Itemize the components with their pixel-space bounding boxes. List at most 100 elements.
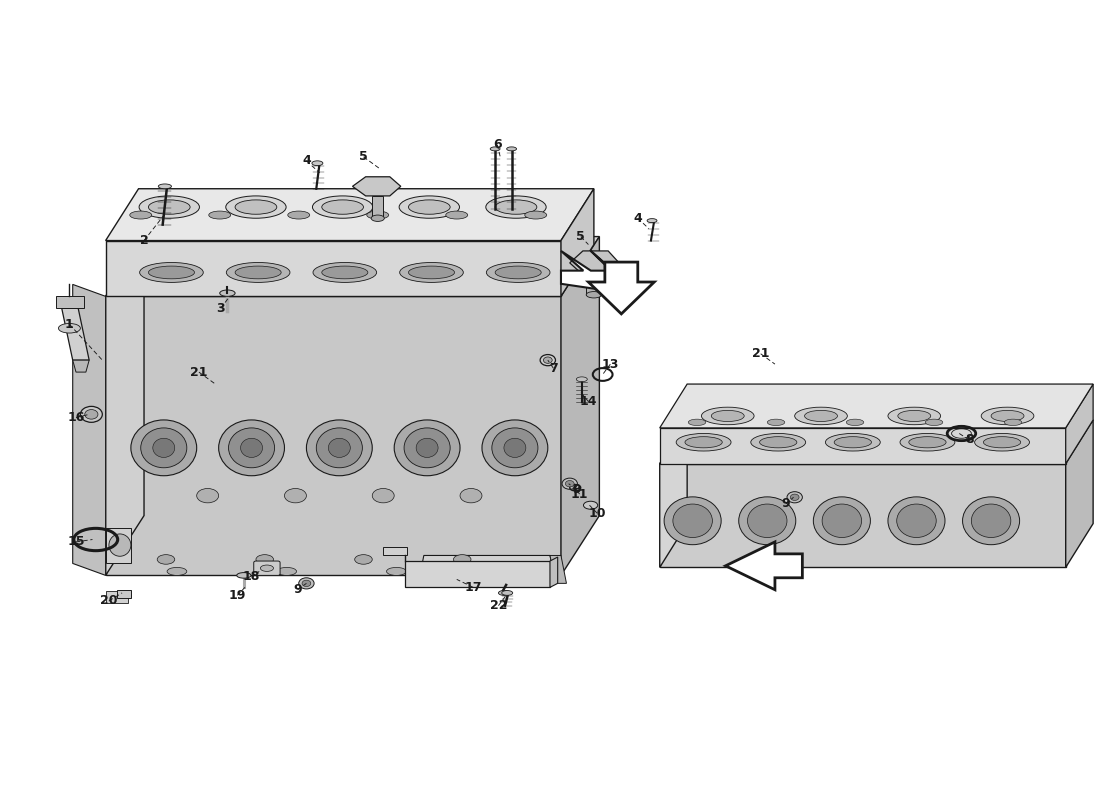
Ellipse shape bbox=[256, 554, 274, 564]
Ellipse shape bbox=[197, 489, 219, 503]
Ellipse shape bbox=[898, 410, 931, 422]
Text: 5: 5 bbox=[576, 230, 585, 243]
Polygon shape bbox=[106, 527, 131, 563]
Polygon shape bbox=[660, 428, 1066, 464]
Ellipse shape bbox=[446, 211, 468, 219]
Circle shape bbox=[562, 478, 578, 490]
Ellipse shape bbox=[888, 497, 945, 545]
Ellipse shape bbox=[148, 266, 195, 279]
Text: 9: 9 bbox=[294, 583, 302, 596]
Ellipse shape bbox=[751, 434, 805, 451]
Ellipse shape bbox=[486, 196, 547, 218]
Polygon shape bbox=[588, 262, 654, 314]
Ellipse shape bbox=[408, 200, 450, 214]
Circle shape bbox=[543, 357, 552, 363]
Ellipse shape bbox=[685, 437, 723, 448]
Ellipse shape bbox=[900, 434, 955, 451]
Polygon shape bbox=[660, 384, 1093, 428]
Ellipse shape bbox=[399, 262, 463, 282]
Polygon shape bbox=[106, 591, 128, 603]
Polygon shape bbox=[726, 542, 802, 590]
Ellipse shape bbox=[507, 147, 517, 151]
Ellipse shape bbox=[317, 428, 362, 468]
Text: 20: 20 bbox=[100, 594, 118, 607]
Ellipse shape bbox=[491, 147, 501, 151]
Ellipse shape bbox=[712, 410, 745, 422]
Ellipse shape bbox=[702, 407, 755, 425]
Ellipse shape bbox=[486, 262, 550, 282]
Ellipse shape bbox=[502, 590, 513, 595]
Ellipse shape bbox=[157, 554, 175, 564]
Ellipse shape bbox=[261, 565, 274, 571]
Ellipse shape bbox=[241, 438, 263, 458]
Ellipse shape bbox=[285, 489, 307, 503]
Ellipse shape bbox=[236, 573, 251, 578]
Polygon shape bbox=[106, 296, 561, 575]
Polygon shape bbox=[561, 189, 594, 296]
Text: 11: 11 bbox=[571, 487, 588, 501]
Ellipse shape bbox=[220, 290, 235, 296]
Ellipse shape bbox=[664, 497, 722, 545]
Ellipse shape bbox=[975, 434, 1030, 451]
Ellipse shape bbox=[492, 428, 538, 468]
FancyBboxPatch shape bbox=[254, 561, 280, 575]
Ellipse shape bbox=[329, 438, 350, 458]
Ellipse shape bbox=[141, 428, 187, 468]
Polygon shape bbox=[352, 177, 400, 196]
Text: 15: 15 bbox=[67, 535, 85, 549]
Text: 19: 19 bbox=[229, 589, 246, 602]
Ellipse shape bbox=[504, 438, 526, 458]
Text: 18: 18 bbox=[243, 570, 261, 583]
Ellipse shape bbox=[822, 504, 861, 538]
Ellipse shape bbox=[386, 567, 406, 575]
Ellipse shape bbox=[925, 419, 943, 426]
Text: 8: 8 bbox=[965, 434, 974, 446]
Ellipse shape bbox=[209, 211, 231, 219]
Circle shape bbox=[565, 481, 574, 487]
Ellipse shape bbox=[834, 437, 871, 448]
Ellipse shape bbox=[825, 434, 880, 451]
Ellipse shape bbox=[583, 502, 597, 510]
Ellipse shape bbox=[371, 215, 384, 222]
Text: 13: 13 bbox=[602, 358, 619, 370]
Ellipse shape bbox=[673, 504, 713, 538]
Circle shape bbox=[540, 354, 556, 366]
Polygon shape bbox=[405, 561, 550, 587]
Polygon shape bbox=[561, 251, 636, 294]
Text: 5: 5 bbox=[359, 150, 367, 163]
Circle shape bbox=[299, 578, 315, 589]
Polygon shape bbox=[550, 557, 558, 587]
Ellipse shape bbox=[226, 196, 286, 218]
Text: 4: 4 bbox=[634, 212, 642, 225]
Text: 4: 4 bbox=[302, 154, 311, 167]
Ellipse shape bbox=[460, 489, 482, 503]
Ellipse shape bbox=[227, 262, 290, 282]
Ellipse shape bbox=[482, 420, 548, 476]
Ellipse shape bbox=[322, 200, 363, 214]
Text: 6: 6 bbox=[493, 138, 502, 151]
Circle shape bbox=[85, 410, 98, 419]
Polygon shape bbox=[660, 464, 1066, 567]
Polygon shape bbox=[56, 296, 84, 308]
Polygon shape bbox=[660, 420, 688, 567]
Polygon shape bbox=[117, 590, 131, 598]
Ellipse shape bbox=[408, 266, 454, 279]
Ellipse shape bbox=[760, 437, 796, 448]
Circle shape bbox=[786, 492, 802, 503]
Polygon shape bbox=[586, 275, 601, 294]
Polygon shape bbox=[1066, 384, 1093, 464]
Ellipse shape bbox=[235, 266, 282, 279]
Ellipse shape bbox=[131, 420, 197, 476]
Ellipse shape bbox=[804, 410, 837, 422]
Polygon shape bbox=[106, 237, 600, 296]
Ellipse shape bbox=[739, 497, 795, 545]
Ellipse shape bbox=[794, 407, 847, 425]
Ellipse shape bbox=[525, 211, 547, 219]
Polygon shape bbox=[1066, 420, 1093, 567]
Polygon shape bbox=[372, 196, 383, 218]
Ellipse shape bbox=[219, 420, 285, 476]
Polygon shape bbox=[383, 547, 407, 555]
Ellipse shape bbox=[983, 437, 1021, 448]
Polygon shape bbox=[106, 241, 561, 296]
Text: 21: 21 bbox=[752, 347, 769, 360]
